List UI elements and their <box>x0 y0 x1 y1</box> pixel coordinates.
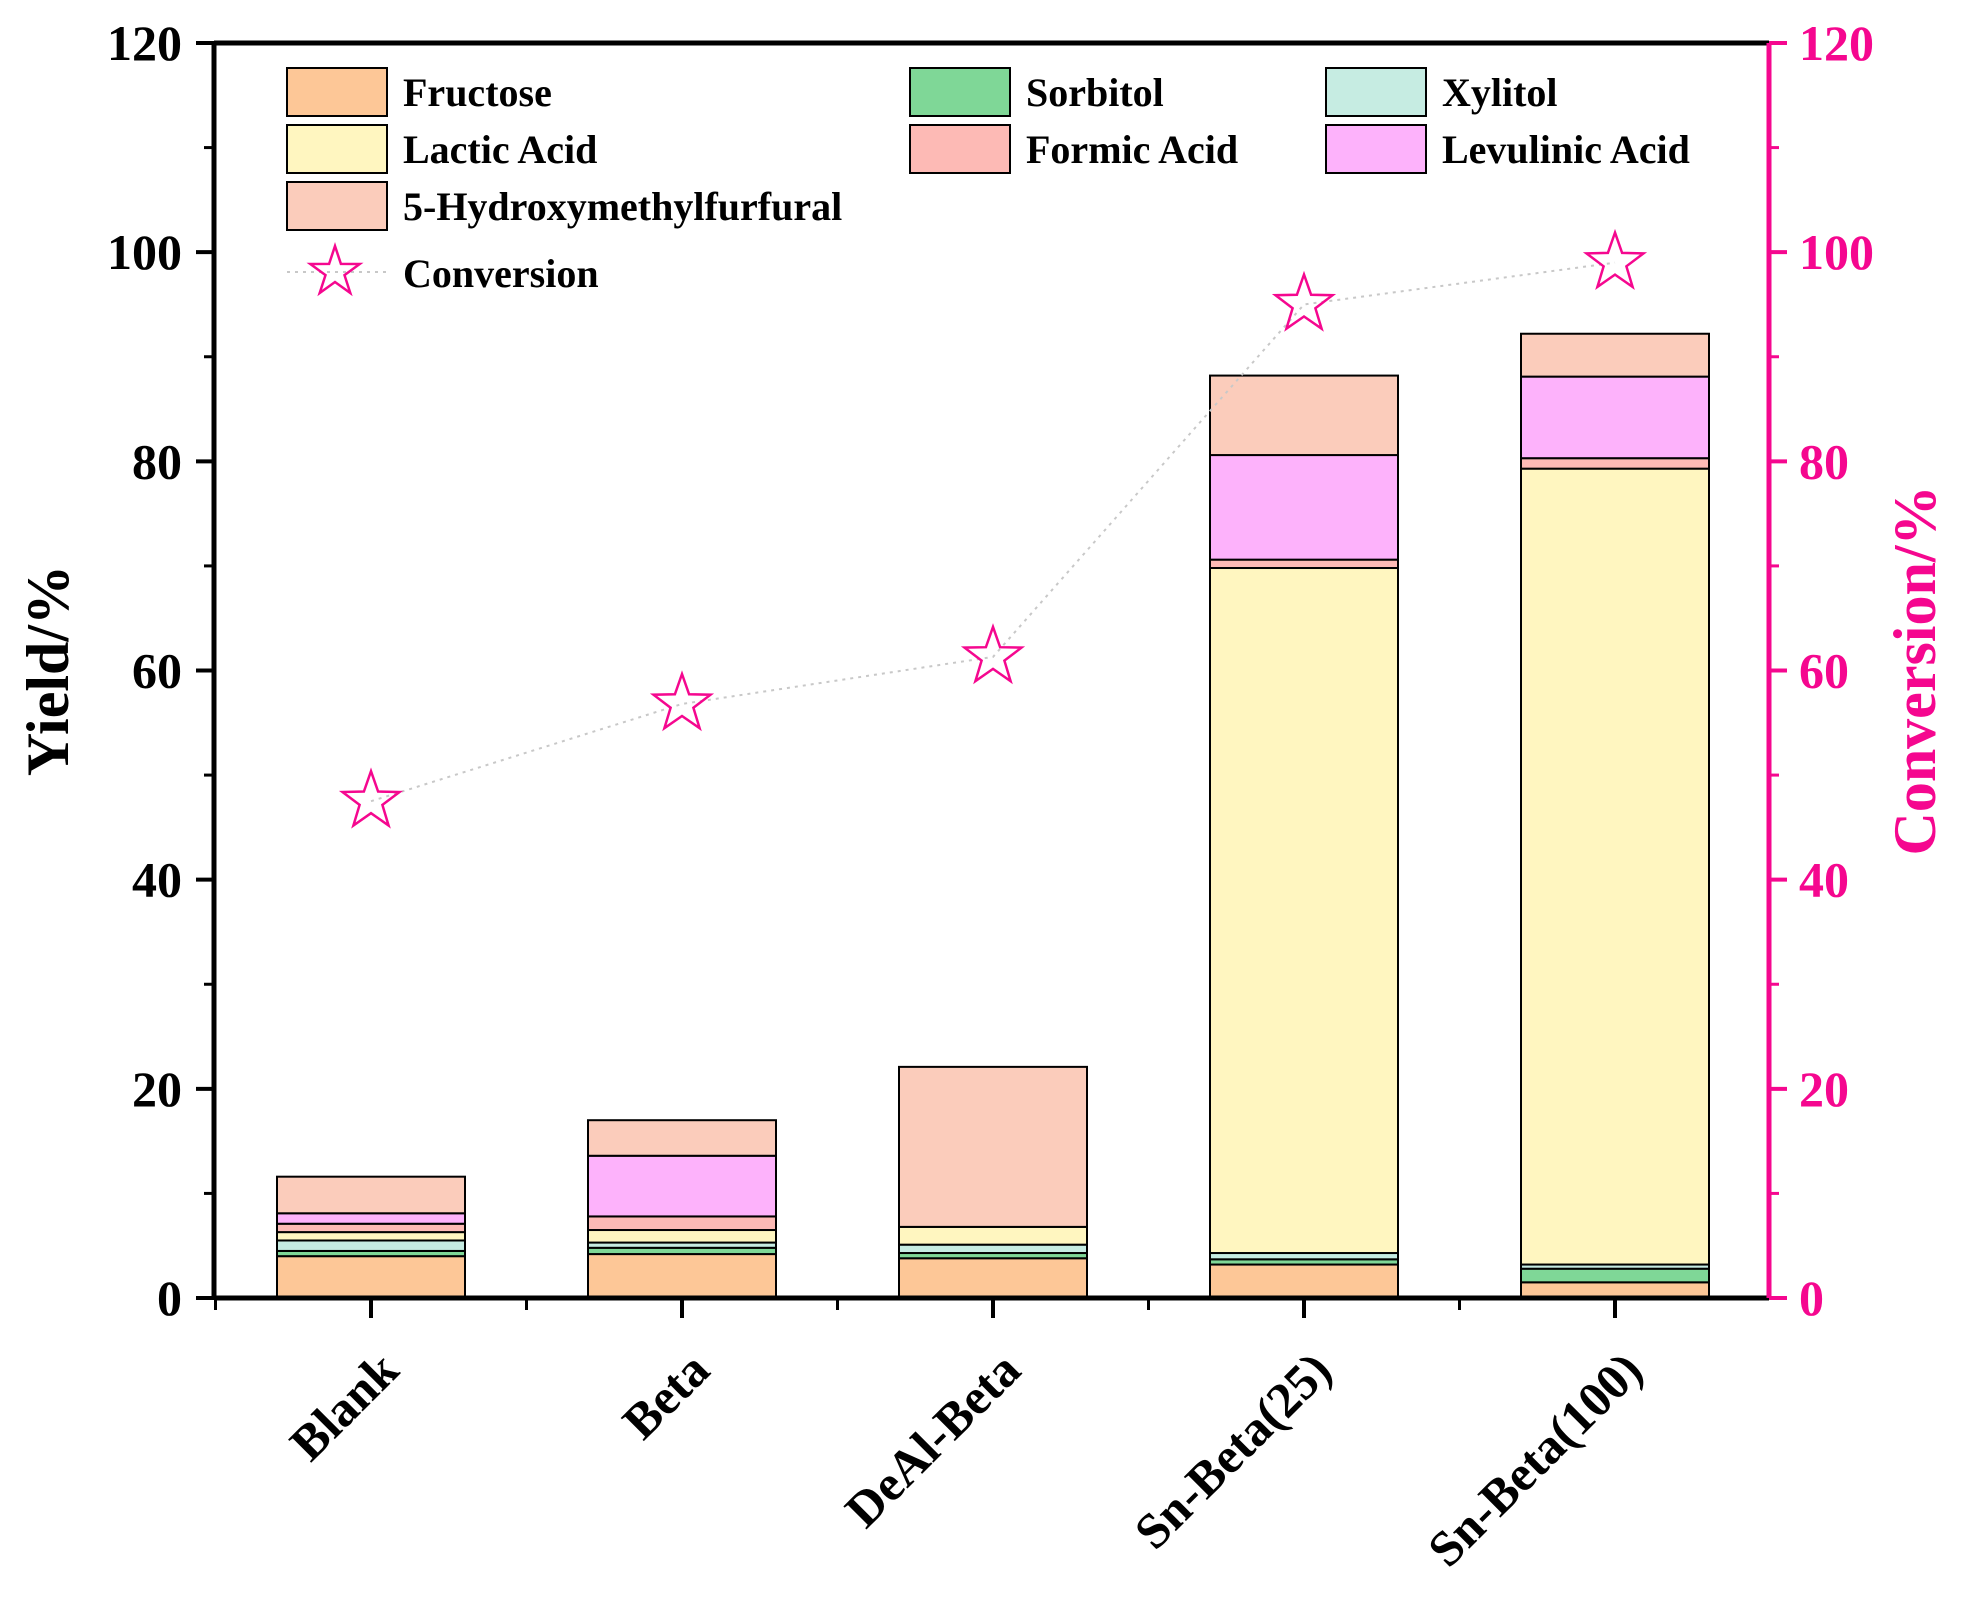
y2-tick-label-80: 80 <box>1799 433 1849 489</box>
y2-tick-label-20: 20 <box>1799 1061 1849 1117</box>
x-tick-label-3: Sn-Beta(25) <box>1123 1341 1341 1559</box>
bar-5-hydroxymethylfurfural-4 <box>1520 332 1710 378</box>
legend-label-conversion: Conversion <box>403 251 599 296</box>
bar-formic-acid-1 <box>587 1215 777 1232</box>
bar-lactic-acid-4 <box>1520 467 1710 1266</box>
bar-5-hydroxymethylfurfural-2 <box>898 1065 1088 1228</box>
conversion-point-0 <box>338 767 404 829</box>
conversion-point-3 <box>1271 270 1337 332</box>
legend-label-levulinic-acid: Levulinic Acid <box>1442 127 1690 172</box>
x-tick-label-4: Sn-Beta(100) <box>1417 1341 1653 1577</box>
bar-levulinic-acid-1 <box>587 1154 777 1218</box>
y2-tick-label-120: 120 <box>1799 15 1874 71</box>
y-tick-label-60: 60 <box>132 643 182 699</box>
legend-swatch-levulinic-acid <box>1325 124 1427 174</box>
legend-swatch-fructose <box>286 67 388 117</box>
bar-lactic-acid-3 <box>1209 567 1399 1255</box>
y-tick-label-100: 100 <box>107 224 182 280</box>
bar-5-hydroxymethylfurfural-3 <box>1209 374 1399 457</box>
y2-axis-title: Conversion/% <box>1882 485 1948 855</box>
legend-marker-conversion <box>306 242 364 297</box>
bar-formic-acid-3 <box>1209 558 1399 570</box>
legend-label-formic-acid: Formic Acid <box>1026 127 1238 172</box>
bar-formic-acid-4 <box>1520 457 1710 470</box>
x-tick-label-1: Beta <box>611 1341 719 1449</box>
bar-5-hydroxymethylfurfural-1 <box>587 1119 777 1157</box>
bar-formic-acid-0 <box>276 1222 466 1234</box>
y2-tick-label-40: 40 <box>1799 852 1849 908</box>
bar-lactic-acid-0 <box>276 1231 466 1242</box>
bar-xylitol-2 <box>898 1243 1088 1255</box>
x-tick-label-2: DeAl-Beta <box>834 1341 1031 1538</box>
bar-lactic-acid-2 <box>898 1225 1088 1246</box>
y-tick-label-80: 80 <box>132 433 182 489</box>
legend-swatch-5-hydroxymethylfurfural <box>286 181 388 231</box>
legend-swatch-sorbitol <box>909 67 1011 117</box>
y-tick-label-20: 20 <box>132 1061 182 1117</box>
conversion-point-4 <box>1582 228 1648 290</box>
conversion-point-2 <box>960 623 1026 685</box>
y2-tick-label-0: 0 <box>1799 1270 1824 1326</box>
bar-5-hydroxymethylfurfural-0 <box>276 1175 466 1215</box>
y-tick-label-40: 40 <box>132 852 182 908</box>
y-tick-label-120: 120 <box>107 15 182 71</box>
legend-swatch-xylitol <box>1325 67 1427 117</box>
bar-fructose-2 <box>898 1257 1088 1299</box>
y2-tick-label-100: 100 <box>1799 224 1874 280</box>
legend-label-lactic-acid: Lactic Acid <box>403 127 597 172</box>
bar-sorbitol-4 <box>1520 1267 1710 1284</box>
y2-tick-label-60: 60 <box>1799 643 1849 699</box>
legend-label-fructose: Fructose <box>403 70 552 115</box>
legend-swatch-lactic-acid <box>286 124 388 174</box>
legend-label-sorbitol: Sorbitol <box>1026 70 1164 115</box>
bar-lactic-acid-1 <box>587 1229 777 1244</box>
bar-fructose-1 <box>587 1253 777 1299</box>
bar-xylitol-0 <box>276 1239 466 1252</box>
legend-swatch-formic-acid <box>909 124 1011 174</box>
bar-fructose-3 <box>1209 1263 1399 1299</box>
legend-label-xylitol: Xylitol <box>1442 70 1558 115</box>
bar-levulinic-acid-0 <box>276 1212 466 1225</box>
conversion-point-1 <box>649 670 715 732</box>
legend-label-5-hydroxymethylfurfural: 5-Hydroxymethylfurfural <box>403 184 842 229</box>
y-axis-title: Yield/% <box>15 565 81 776</box>
bar-levulinic-acid-3 <box>1209 454 1399 561</box>
y-tick-label-0: 0 <box>157 1270 182 1326</box>
bar-fructose-0 <box>276 1255 466 1299</box>
conversion-line <box>370 261 1616 803</box>
bar-levulinic-acid-4 <box>1520 375 1710 460</box>
x-tick-label-0: Blank <box>279 1341 409 1471</box>
